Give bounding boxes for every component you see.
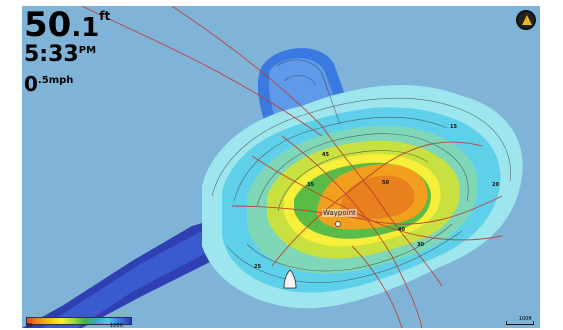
- time-suffix: PM: [78, 45, 97, 56]
- contour-label: 35: [307, 182, 314, 188]
- contour-label: 25: [254, 264, 261, 270]
- waypoint-label[interactable]: Waypoint: [322, 209, 357, 217]
- contour-label: 30: [417, 242, 424, 248]
- contour-label: 40: [398, 227, 405, 233]
- contour-label: 50: [382, 180, 389, 186]
- speed-value: 0: [24, 72, 38, 96]
- contour-label: 45: [322, 152, 329, 158]
- depth-unit: ft: [99, 9, 111, 23]
- track-lines: [81, 6, 503, 328]
- speed-decimal: .5: [37, 75, 49, 86]
- scale-label: 100ft: [518, 316, 532, 322]
- boat-icon: [283, 269, 297, 289]
- speed-readout: 0.5mph: [24, 74, 73, 94]
- depth-decimal: .1: [71, 13, 100, 43]
- contour-lines: [211, 59, 511, 283]
- legend-max-label: 100ft: [110, 323, 124, 328]
- time-readout: 5:33PM: [24, 44, 96, 66]
- channel-mid: [42, 232, 232, 328]
- time-value: 5:33: [24, 42, 79, 67]
- depth-readout: 50.1ft: [24, 8, 110, 42]
- compass-icon[interactable]: [516, 10, 536, 30]
- legend-min-label: 0ft: [26, 323, 33, 328]
- chart-screen[interactable]: 15 20 25 30 35 40 45 50 50.1ft 5:33PM 0.…: [22, 6, 540, 328]
- waypoint-icon: [335, 221, 341, 227]
- contour-label: 20: [492, 182, 499, 188]
- speed-unit: mph: [48, 75, 74, 86]
- contour-label: 15: [450, 124, 457, 130]
- depth-map[interactable]: 15 20 25 30 35 40 45 50: [22, 6, 540, 328]
- scale-bar: [506, 321, 534, 325]
- depth-color-legend: [26, 317, 132, 325]
- contour-depth-labels: 15 20 25 30 35 40 45 50: [254, 124, 499, 270]
- depth-value: 50: [24, 6, 72, 45]
- hump-red-orange: [340, 175, 415, 219]
